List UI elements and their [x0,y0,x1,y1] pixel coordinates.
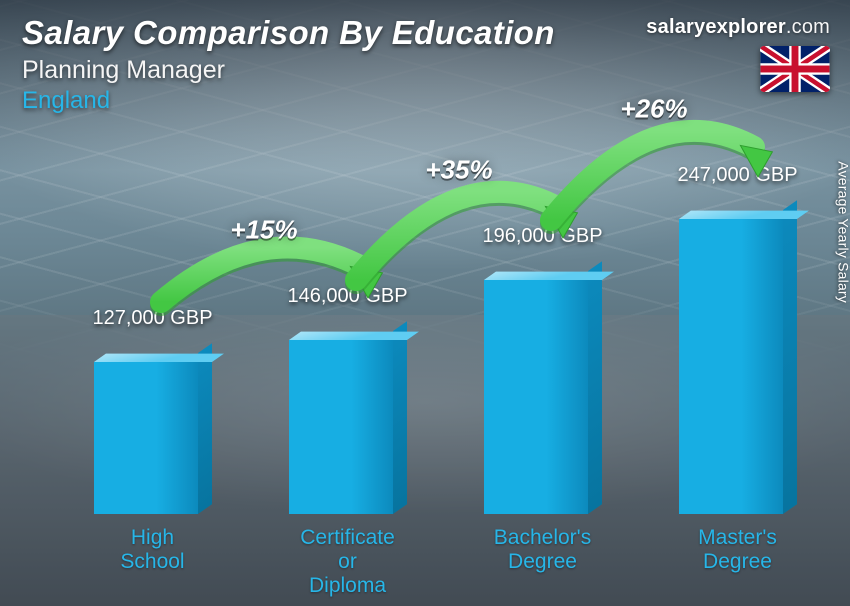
bar-value: 196,000 GBP [482,225,602,248]
page-title: Salary Comparison By Education [22,14,555,52]
bar-side [588,261,602,514]
brand-domain: .com [786,16,830,38]
bar [94,362,212,514]
bar-front [484,280,588,514]
bar-front [679,219,783,514]
bar-value: 127,000 GBP [92,307,212,330]
bar-label: Certificate or Diploma [300,526,395,598]
salary-bar-chart: 127,000 GBPHigh School146,000 GBPCertifi… [40,140,790,576]
bar-label: Bachelor's Degree [494,526,591,574]
bar-top [484,272,614,280]
increase-badge: +15% [230,215,297,246]
increase-badge: +35% [425,155,492,186]
location: England [22,87,555,115]
bar-top [679,211,809,219]
bar [679,219,797,514]
brand: salaryexplorer.com [646,16,830,39]
flag-icon [760,46,830,92]
bar-front [289,340,393,514]
y-axis-label: Average Yearly Salary [836,161,850,303]
bar-top [289,332,419,340]
bar [484,280,602,514]
title-block: Salary Comparison By Education Planning … [22,14,555,115]
bar-side [783,200,797,514]
bar-side [198,343,212,514]
bar [289,340,407,514]
bar-side [393,321,407,514]
bar-label: Master's Degree [698,526,777,574]
brand-name: salaryexplorer [646,16,786,38]
bar-value: 247,000 GBP [677,164,797,187]
infographic-stage: Salary Comparison By Education Planning … [0,0,850,606]
bar-label: High School [114,526,192,574]
bar-top [94,354,224,362]
job-title: Planning Manager [22,56,555,85]
bars-area: 127,000 GBPHigh School146,000 GBPCertifi… [40,140,790,514]
bar-front [94,362,198,514]
bar-value: 146,000 GBP [287,285,407,308]
